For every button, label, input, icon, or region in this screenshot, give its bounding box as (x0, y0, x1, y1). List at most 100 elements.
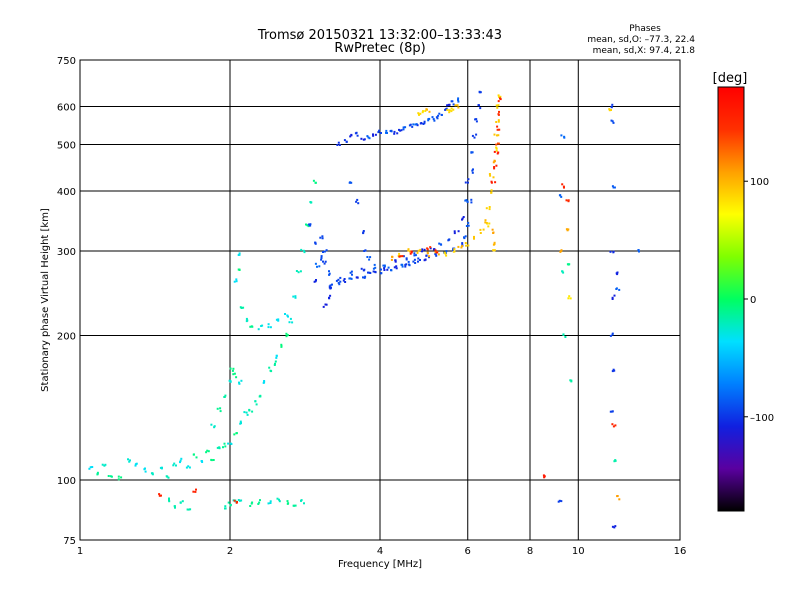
data-point (229, 380, 232, 382)
data-point (438, 242, 441, 245)
data-point (560, 500, 563, 503)
data-point (618, 288, 621, 291)
data-point (456, 104, 459, 107)
data-point (567, 199, 570, 202)
data-point (608, 109, 611, 112)
data-point (454, 104, 457, 107)
data-point (280, 343, 283, 346)
data-point (485, 207, 488, 210)
data-point (432, 118, 435, 121)
data-point (391, 255, 393, 258)
data-point (569, 297, 572, 300)
data-point (393, 130, 396, 133)
data-point (218, 446, 221, 449)
data-point (471, 169, 474, 172)
x-axis-label: Frequency [MHz] (338, 559, 422, 570)
colorbar-gradient (717, 86, 745, 512)
data-point (383, 267, 386, 270)
data-point (396, 132, 399, 135)
data-point (495, 121, 498, 123)
data-point (423, 248, 426, 251)
data-point (457, 97, 460, 100)
data-point (560, 134, 563, 137)
data-point (438, 112, 441, 115)
data-point (328, 272, 331, 275)
grid (80, 60, 680, 540)
data-point (227, 442, 230, 445)
plot-frame (79, 59, 681, 541)
data-point (409, 250, 411, 253)
data-point (278, 498, 280, 501)
data-point (362, 232, 365, 235)
data-point (488, 208, 491, 211)
data-point (491, 228, 494, 231)
data-point (470, 201, 473, 204)
data-point (444, 252, 447, 255)
x-axis-ticks: 1 2 4 6 8 10 16 (77, 546, 687, 557)
data-point (613, 369, 616, 372)
data-point (471, 171, 474, 174)
data-point (424, 110, 427, 112)
y-tick-label: 200 (57, 332, 76, 343)
data-point (179, 501, 182, 504)
data-point (417, 260, 419, 263)
phases-header: Phases (629, 24, 661, 34)
data-point (495, 149, 498, 152)
data-point (404, 263, 407, 266)
data-point (611, 410, 614, 413)
data-point (432, 248, 435, 251)
data-point (613, 526, 616, 529)
data-point (96, 473, 99, 476)
data-point (479, 107, 482, 110)
data-point (380, 272, 383, 275)
data-point (267, 326, 270, 329)
data-point (568, 263, 571, 266)
y-tick-label: 400 (57, 187, 76, 198)
data-point (402, 128, 405, 131)
data-point (192, 490, 195, 493)
data-point (461, 242, 464, 245)
data-point (386, 268, 389, 271)
x-tick-label: 4 (377, 546, 383, 557)
data-point (407, 248, 410, 251)
data-point (487, 225, 490, 228)
data-point (611, 103, 614, 106)
data-point (292, 504, 295, 507)
data-point (206, 449, 209, 452)
data-point (238, 382, 241, 385)
data-point (320, 256, 323, 259)
data-point (615, 287, 618, 290)
data-point (467, 224, 470, 227)
data-point (336, 144, 339, 146)
data-point (372, 270, 375, 273)
data-point (395, 265, 398, 268)
data-point (451, 100, 454, 103)
data-point (287, 315, 289, 318)
data-point (129, 459, 131, 462)
data-point (313, 280, 316, 283)
data-point (366, 256, 369, 258)
data-point (611, 423, 614, 426)
data-point (566, 263, 569, 266)
chart-title: Tromsø 20150321 13:32:00–13:33:43 RwPret… (257, 28, 502, 56)
data-point (492, 249, 495, 252)
data-point (492, 231, 495, 234)
y-tick-label: 100 (57, 476, 76, 487)
data-point (288, 321, 291, 324)
data-point (369, 256, 372, 259)
data-point (195, 456, 198, 459)
data-point (251, 325, 254, 328)
data-point (568, 295, 571, 298)
data-point (421, 111, 424, 114)
data-point (257, 328, 260, 331)
data-point (297, 271, 300, 274)
data-point (464, 181, 467, 184)
data-point (612, 425, 615, 428)
data-point (250, 502, 253, 505)
data-point (409, 252, 412, 255)
data-point (611, 525, 614, 528)
data-point (307, 223, 310, 226)
data-point (378, 129, 381, 132)
data-point (337, 278, 340, 281)
data-point (390, 258, 393, 261)
